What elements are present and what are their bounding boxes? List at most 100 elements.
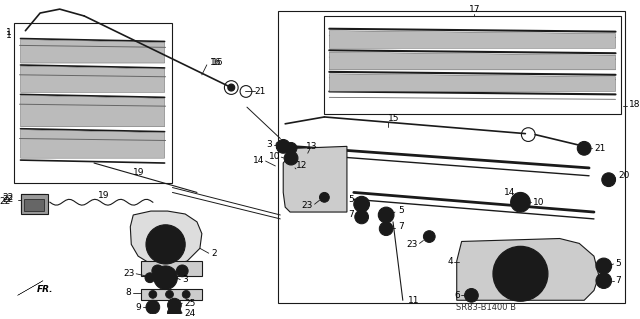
Circle shape — [602, 173, 616, 187]
Text: FR.: FR. — [37, 285, 54, 294]
Text: 2: 2 — [212, 249, 218, 258]
Polygon shape — [330, 31, 616, 48]
Text: 7: 7 — [398, 222, 404, 231]
Circle shape — [511, 192, 531, 212]
Text: 16: 16 — [212, 57, 223, 67]
Text: 21: 21 — [255, 87, 266, 96]
Circle shape — [468, 292, 475, 299]
Circle shape — [168, 298, 181, 312]
Text: 19: 19 — [133, 168, 145, 177]
Circle shape — [146, 225, 185, 264]
Circle shape — [171, 309, 178, 316]
Text: 17: 17 — [468, 4, 480, 14]
Text: 5: 5 — [616, 258, 621, 268]
Circle shape — [503, 256, 538, 292]
Text: 6: 6 — [454, 291, 460, 300]
Circle shape — [382, 225, 390, 233]
Text: 25: 25 — [184, 299, 196, 308]
Text: 11: 11 — [408, 296, 419, 305]
Text: 22: 22 — [3, 195, 13, 204]
Bar — [20, 194, 48, 214]
Circle shape — [493, 246, 548, 301]
Text: 14: 14 — [253, 156, 264, 165]
Circle shape — [356, 199, 367, 209]
Polygon shape — [20, 40, 164, 63]
Circle shape — [355, 210, 369, 224]
Circle shape — [378, 207, 394, 223]
Circle shape — [354, 197, 369, 212]
Text: 7: 7 — [348, 211, 354, 219]
Text: 3: 3 — [182, 275, 188, 284]
Polygon shape — [17, 281, 43, 295]
Text: 22: 22 — [3, 193, 13, 202]
Circle shape — [145, 273, 155, 283]
Bar — [20, 194, 45, 212]
Polygon shape — [141, 261, 202, 276]
Circle shape — [605, 177, 612, 183]
Circle shape — [380, 222, 393, 235]
Text: 23: 23 — [406, 240, 417, 249]
Text: 18: 18 — [629, 100, 640, 109]
Polygon shape — [131, 211, 202, 266]
Bar — [24, 199, 44, 211]
Circle shape — [171, 302, 178, 308]
Text: 1: 1 — [6, 31, 12, 40]
Text: 10: 10 — [269, 152, 280, 161]
Polygon shape — [20, 66, 164, 93]
Circle shape — [228, 84, 235, 91]
Text: 23: 23 — [301, 201, 312, 210]
Text: 9: 9 — [135, 303, 141, 312]
Circle shape — [577, 141, 591, 155]
Circle shape — [358, 213, 365, 221]
Text: 10: 10 — [533, 198, 545, 207]
Circle shape — [153, 232, 179, 257]
Circle shape — [381, 210, 391, 220]
Text: 8: 8 — [125, 288, 131, 297]
Text: 13: 13 — [306, 142, 317, 151]
Text: 20: 20 — [618, 171, 630, 180]
Polygon shape — [457, 239, 599, 300]
Polygon shape — [141, 288, 202, 300]
Circle shape — [424, 231, 435, 242]
Text: 5: 5 — [398, 205, 404, 215]
Text: 15: 15 — [388, 115, 399, 123]
Circle shape — [596, 273, 612, 288]
Text: 23: 23 — [124, 269, 135, 278]
Circle shape — [285, 143, 297, 154]
Circle shape — [599, 261, 609, 271]
Circle shape — [146, 300, 160, 314]
Text: 5: 5 — [348, 195, 354, 204]
Polygon shape — [20, 95, 164, 127]
Circle shape — [152, 265, 164, 277]
Circle shape — [182, 291, 190, 298]
Circle shape — [154, 266, 177, 289]
Circle shape — [168, 306, 181, 319]
Text: 22: 22 — [0, 197, 11, 206]
Circle shape — [166, 291, 173, 298]
Circle shape — [515, 197, 526, 208]
Text: 21: 21 — [594, 144, 605, 153]
Text: 9: 9 — [275, 142, 280, 151]
Polygon shape — [330, 52, 616, 70]
Circle shape — [177, 265, 188, 277]
Circle shape — [596, 258, 612, 274]
Bar — [24, 197, 41, 209]
Circle shape — [159, 238, 172, 251]
Circle shape — [284, 151, 298, 165]
Circle shape — [465, 288, 478, 302]
Polygon shape — [20, 130, 164, 158]
Text: 12: 12 — [296, 161, 307, 170]
Text: 16: 16 — [210, 57, 221, 67]
Polygon shape — [330, 74, 616, 92]
Circle shape — [287, 154, 295, 162]
Text: 19: 19 — [98, 191, 109, 200]
Text: 1: 1 — [6, 28, 12, 37]
Circle shape — [580, 145, 588, 152]
Circle shape — [600, 277, 608, 285]
Circle shape — [276, 139, 290, 153]
Circle shape — [159, 271, 172, 285]
Text: 14: 14 — [504, 188, 516, 197]
Text: 24: 24 — [184, 308, 195, 317]
Text: 3: 3 — [267, 140, 273, 149]
Text: 7: 7 — [616, 276, 621, 285]
